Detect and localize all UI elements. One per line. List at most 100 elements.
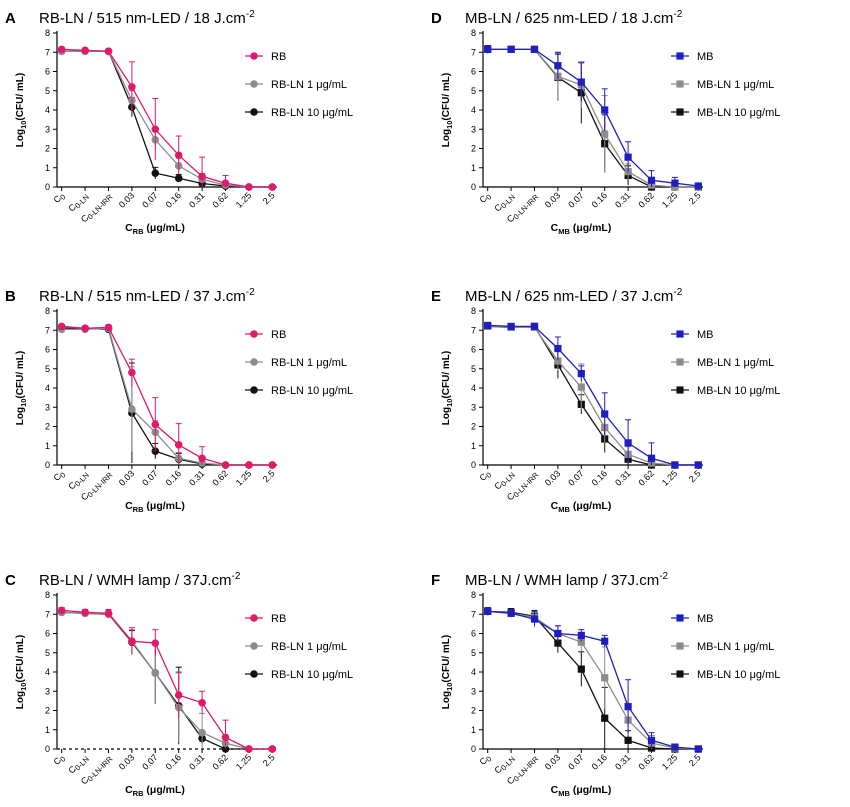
data-point-a-0-2 bbox=[104, 47, 113, 56]
legend-label-d-1: MB-LN 1 μg/mL bbox=[697, 79, 774, 91]
y-tick-label-c-7: 7 bbox=[45, 609, 50, 619]
x-tick-label-a-1: C0-LN bbox=[66, 190, 91, 215]
data-point-b-0-5 bbox=[174, 440, 183, 449]
legend-label-e-1: MB-LN 1 μg/mL bbox=[697, 357, 774, 369]
panel-letter-b: B bbox=[5, 288, 16, 305]
panel-title-c: RB-LN / WMH lamp / 37J.cm-2 bbox=[39, 571, 241, 589]
legend-marker-a-1 bbox=[250, 80, 258, 88]
x-tick-label-e-3: 0.03 bbox=[543, 468, 562, 487]
series-e-0 bbox=[484, 321, 702, 469]
legend-label-d-2: MB-LN 10 μg/mL bbox=[697, 107, 780, 119]
data-point-e-0-9 bbox=[694, 461, 702, 469]
x-tick-label-b-3: 0.03 bbox=[117, 468, 136, 487]
series-line-e-0 bbox=[487, 324, 699, 466]
y-tick-label-f-5: 5 bbox=[471, 648, 476, 658]
legend-label-c-1: RB-LN 1 μg/mL bbox=[271, 641, 347, 653]
legend-marker-e-0 bbox=[676, 330, 684, 338]
y-tick-label-d-3: 3 bbox=[471, 124, 476, 134]
legend-marker-b-2 bbox=[250, 386, 258, 394]
legend-label-a-1: RB-LN 1 μg/mL bbox=[271, 79, 347, 91]
data-point-e-0-1 bbox=[507, 322, 515, 330]
y-tick-label-e-0: 0 bbox=[471, 460, 476, 470]
y-tick-label-b-2: 2 bbox=[45, 422, 50, 432]
data-point-f-0-0 bbox=[484, 607, 492, 615]
y-axis-label-b: Log10(CFU/ mL) bbox=[15, 351, 28, 425]
y-tick-label-c-0: 0 bbox=[45, 744, 50, 754]
legend-marker-a-0 bbox=[250, 52, 258, 60]
data-point-f-0-8 bbox=[671, 743, 679, 751]
x-tick-label-f-0: C0 bbox=[477, 752, 493, 768]
legend-marker-d-1 bbox=[676, 80, 684, 88]
panel-letter-d: D bbox=[431, 10, 442, 27]
series-line-b-1 bbox=[61, 327, 273, 466]
y-tick-label-a-6: 6 bbox=[45, 67, 50, 77]
data-point-b-0-8 bbox=[245, 461, 253, 469]
data-point-a-2-4 bbox=[151, 169, 160, 177]
y-tick-label-c-4: 4 bbox=[45, 667, 50, 677]
panel-letter-f: F bbox=[431, 572, 440, 589]
data-point-f-1-5 bbox=[601, 674, 609, 682]
x-tick-label-d-0: C0 bbox=[477, 190, 493, 206]
x-tick-label-c-3: 0.03 bbox=[117, 752, 136, 771]
x-tick-label-f-8: 1.25 bbox=[660, 752, 679, 771]
legend-marker-c-1 bbox=[250, 642, 258, 650]
series-b-0 bbox=[57, 322, 277, 469]
x-axis-label-a: CRB (μg/mL) bbox=[125, 222, 185, 236]
series-b-2 bbox=[57, 324, 277, 469]
data-point-a-0-8 bbox=[245, 183, 253, 191]
legend-label-d-0: MB bbox=[697, 51, 714, 63]
data-point-b-0-2 bbox=[104, 323, 113, 332]
y-tick-label-f-7: 7 bbox=[471, 609, 476, 619]
x-tick-label-e-4: 0.07 bbox=[566, 468, 585, 487]
y-tick-label-b-0: 0 bbox=[45, 460, 50, 470]
series-f-0 bbox=[484, 607, 702, 753]
series-a-1 bbox=[57, 47, 277, 191]
panel-title-e: MB-LN / 625 nm-LED / 37 J.cm-2 bbox=[465, 287, 683, 305]
y-tick-label-e-5: 5 bbox=[471, 364, 476, 374]
series-line-a-2 bbox=[61, 50, 273, 188]
y-tick-label-d-8: 8 bbox=[471, 28, 476, 38]
x-tick-label-e-9: 2.5 bbox=[687, 468, 703, 484]
legend-label-c-2: RB-LN 10 μg/mL bbox=[271, 669, 353, 681]
data-point-c-0-6 bbox=[198, 699, 206, 707]
data-point-d-0-4 bbox=[577, 78, 585, 86]
data-point-a-0-1 bbox=[81, 46, 89, 55]
data-point-a-0-4 bbox=[151, 125, 160, 134]
data-point-d-0-1 bbox=[507, 45, 515, 53]
y-tick-label-e-3: 3 bbox=[471, 402, 476, 412]
data-point-b-0-9 bbox=[268, 461, 277, 469]
series-d-2 bbox=[484, 45, 702, 191]
data-point-e-0-2 bbox=[530, 322, 539, 330]
y-tick-label-f-0: 0 bbox=[471, 744, 476, 754]
data-point-c-0-7 bbox=[221, 733, 230, 742]
data-point-c-0-9 bbox=[268, 745, 277, 753]
data-point-d-0-2 bbox=[530, 45, 539, 53]
series-f-1 bbox=[484, 607, 702, 753]
legend-marker-e-1 bbox=[676, 358, 684, 366]
y-tick-label-c-3: 3 bbox=[45, 686, 50, 696]
data-point-e-0-8 bbox=[671, 461, 679, 469]
x-tick-label-d-7: 0.62 bbox=[636, 190, 655, 209]
legend-label-f-1: MB-LN 1 μg/mL bbox=[697, 641, 774, 653]
data-point-f-0-9 bbox=[694, 745, 702, 753]
y-tick-label-b-3: 3 bbox=[45, 402, 50, 412]
y-axis-label-d: Log10(CFU/ mL) bbox=[441, 73, 454, 147]
x-tick-label-a-5: 0.16 bbox=[164, 190, 183, 209]
x-tick-label-c-8: 1.25 bbox=[234, 752, 253, 771]
y-tick-label-e-2: 2 bbox=[471, 422, 476, 432]
y-axis-label-e: Log10(CFU/ mL) bbox=[441, 351, 454, 425]
x-tick-label-b-8: 1.25 bbox=[234, 468, 253, 487]
y-tick-label-a-4: 4 bbox=[45, 105, 50, 115]
x-tick-label-b-6: 0.31 bbox=[187, 468, 206, 487]
legend-marker-b-1 bbox=[250, 358, 258, 366]
data-point-d-0-3 bbox=[554, 62, 562, 70]
x-tick-label-d-8: 1.25 bbox=[660, 190, 679, 209]
data-point-e-0-4 bbox=[577, 369, 585, 378]
data-point-e-0-5 bbox=[601, 410, 609, 418]
y-tick-label-a-5: 5 bbox=[45, 86, 50, 96]
x-axis-label-b: CRB (μg/mL) bbox=[125, 500, 185, 514]
data-point-c-0-0 bbox=[57, 606, 66, 615]
data-point-a-0-7 bbox=[221, 179, 230, 187]
series-line-f-1 bbox=[487, 610, 699, 750]
